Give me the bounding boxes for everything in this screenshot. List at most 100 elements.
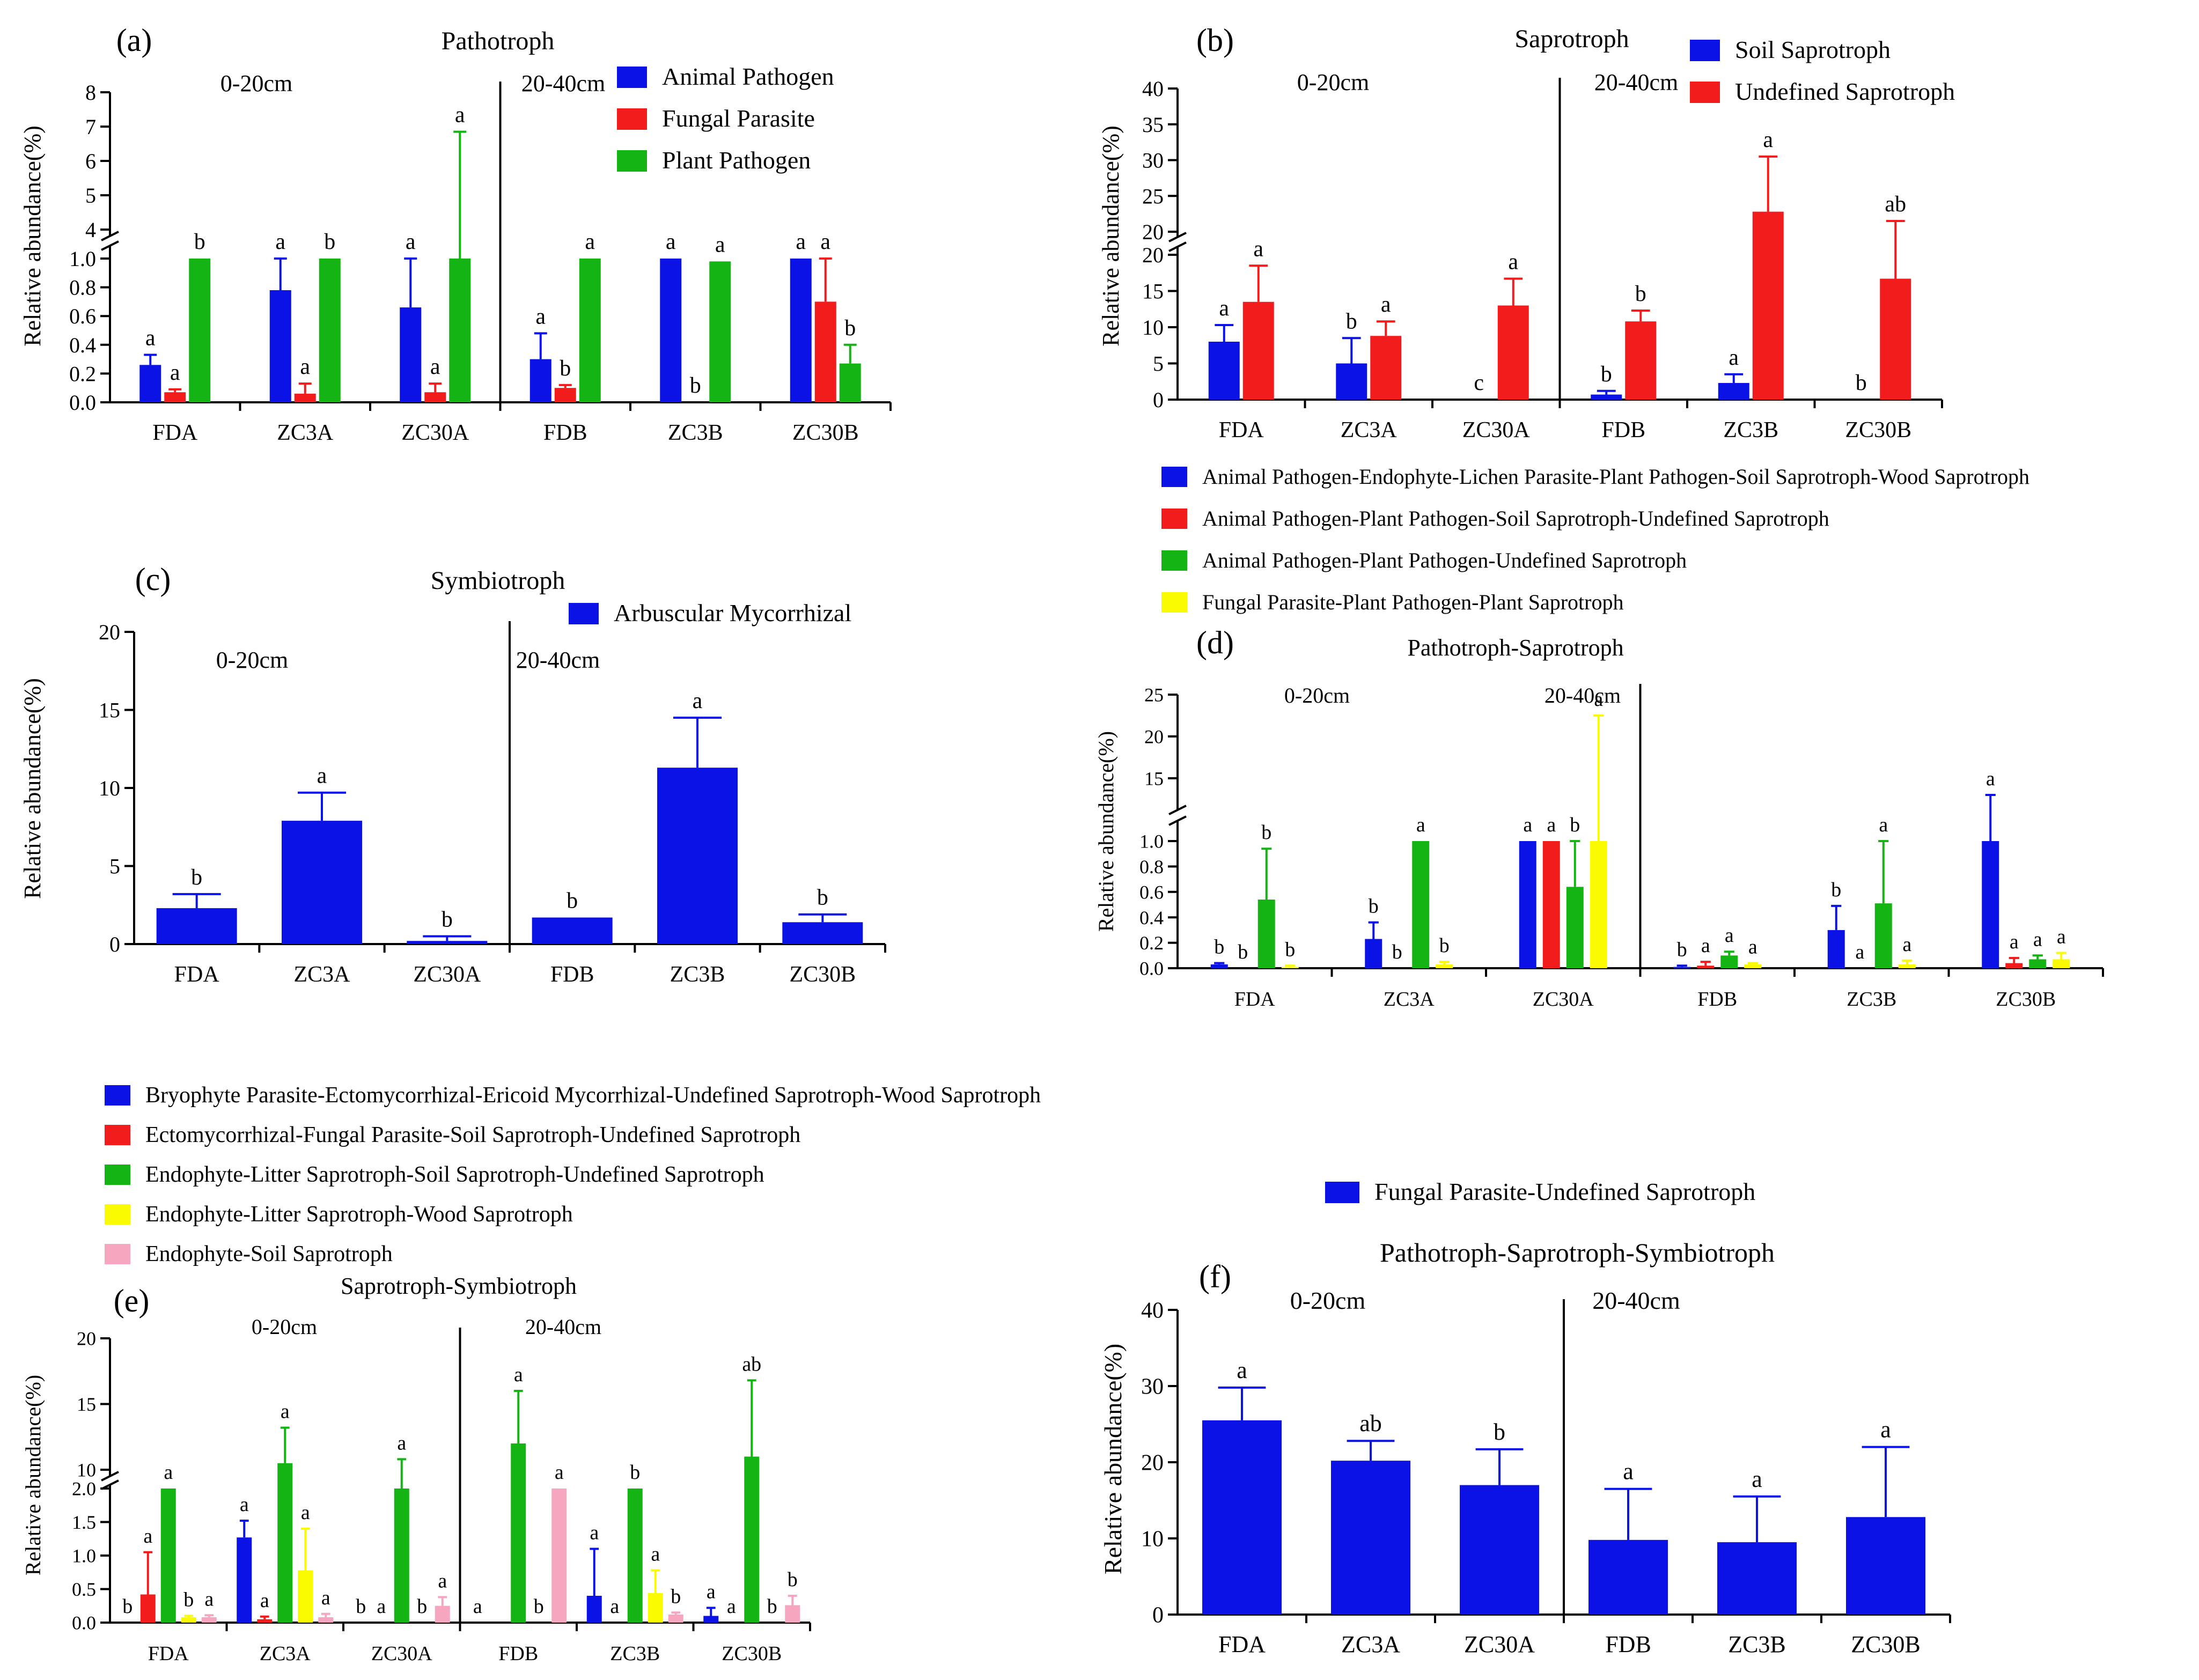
x-tick-label: FDA [1218, 1631, 1266, 1657]
bar [1898, 964, 1916, 968]
y-tick-label: 40 [1141, 1299, 1164, 1323]
bar [1412, 841, 1430, 968]
legend-swatch [1325, 1182, 1359, 1203]
significance-letter: b [1392, 941, 1402, 963]
legend-label: Endophyte-Litter Saprotroph-Wood Saprotr… [145, 1202, 573, 1227]
chart-panel-d: (d) Pathotroph-Saprotroph Relative abundan… [1094, 465, 2104, 1011]
y-tick-label: 0 [1153, 388, 1164, 412]
significance-letter: a [1986, 768, 1995, 790]
bar [1370, 336, 1402, 400]
legend-label: Ectomycorrhizal-Fungal Parasite-Soil Sap… [145, 1123, 800, 1147]
bars: a ab b a a a [1202, 1357, 1925, 1615]
chart-panel-f: (f) Pathotroph-Saprotroph-Symbiotroph Rela… [1099, 1178, 1951, 1657]
bar [2029, 959, 2047, 968]
chart-panel-b: (b) Saprotroph Relative abundance(%) 0 5 10 15… [1098, 23, 1955, 443]
axis-break-mark [1168, 241, 1187, 252]
significance-letter: ab [742, 1353, 761, 1375]
depth-label: 20-40cm [521, 70, 605, 97]
bar [709, 261, 731, 402]
bar [1542, 841, 1560, 968]
bar [2053, 959, 2070, 968]
significance-letter: a [204, 1588, 214, 1610]
significance-letter: b [567, 889, 578, 913]
legend-label: Animal Pathogen-Plant Pathogen-Undefined… [1202, 548, 1687, 572]
significance-letter: a [585, 230, 595, 254]
significance-letter: a [2010, 931, 2019, 953]
legend-label: Soil Saprotroph [1735, 36, 1891, 63]
axes: 0 10 20 30 40 FDA ZC3A ZC30A FDB ZC3B ZC30B [1141, 1299, 1951, 1657]
x-tick-label: ZC3A [1384, 988, 1435, 1011]
significance-letter: b [788, 1568, 798, 1591]
bar [703, 1616, 719, 1623]
legend: Soil Saprotroph Undefined Saprotroph [1690, 36, 1955, 105]
significance-letter: a [164, 1461, 173, 1484]
significance-letter: a [1237, 1357, 1247, 1383]
significance-letter: a [301, 1501, 310, 1524]
depth-label: 0-20cm [216, 647, 288, 673]
significance-letter: b [191, 865, 202, 890]
bar [657, 768, 738, 944]
x-tick-label: ZC30A [1464, 1631, 1535, 1657]
legend-swatch [105, 1244, 130, 1264]
depth-label: 0-20cm [1297, 69, 1369, 95]
axes: 0.0 0.2 0.4 0.6 0.8 1.0 15 20 25 FDA ZC3A ZC30A FDB Z… [1139, 684, 2104, 1011]
bar [1365, 939, 1382, 968]
bar [1331, 1461, 1410, 1615]
x-tick-label: ZC30B [792, 421, 859, 445]
bar [282, 821, 362, 944]
bar [1720, 955, 1738, 968]
significance-letter: a [275, 230, 285, 254]
x-tick-label: FDA [174, 962, 220, 987]
y-tick-label: 15 [1142, 279, 1164, 304]
legend-swatch [105, 1204, 130, 1225]
significance-letter: b [844, 316, 856, 341]
significance-letter: a [455, 103, 465, 128]
bar [140, 1594, 156, 1623]
significance-letter: a [707, 1581, 716, 1603]
chart-panel-a: (a) Pathotroph Relative abundance(%) 0.0 0.2… [19, 23, 892, 445]
significance-letter: a [397, 1432, 406, 1454]
significance-letter: a [693, 689, 703, 713]
bar [2005, 963, 2023, 968]
significance-letter: a [473, 1595, 482, 1618]
significance-letter: b [1261, 821, 1271, 844]
depth-label: 20-40cm [525, 1315, 601, 1339]
bar [790, 259, 812, 402]
y-tick-label: 0.0 [1139, 958, 1164, 979]
significance-letter: b [1285, 938, 1295, 961]
bar [1281, 967, 1299, 968]
axis-break-mark [101, 240, 119, 251]
significance-letter: b [1856, 371, 1867, 395]
bar [1718, 382, 1749, 400]
legend: Animal Pathogen Fungal Parasite Plant Path… [617, 63, 834, 174]
significance-letter: ab [1885, 192, 1906, 217]
significance-letter: a [1508, 250, 1518, 275]
x-tick-label: ZC30A [1462, 418, 1531, 443]
x-tick-label: FDB [550, 962, 594, 987]
y-tick-label: 40 [1142, 77, 1164, 101]
bar [782, 922, 863, 944]
significance-letter: a [1623, 1458, 1634, 1485]
bar [319, 259, 341, 402]
significance-letter: a [666, 230, 676, 254]
y-tick-label: 1.0 [69, 247, 96, 271]
bar [744, 1456, 760, 1623]
axis-break-mark [101, 1471, 119, 1482]
bar [1208, 342, 1240, 400]
bar [1336, 363, 1367, 400]
legend: Fungal Parasite-Undefined Saprotroph [1325, 1178, 1755, 1205]
bar [1210, 964, 1228, 968]
significance-letter: a [1879, 814, 1888, 836]
bar [1436, 964, 1453, 968]
chart-panel-e: (e) Saprotroph-Symbiotroph Relative abunda… [21, 1083, 1041, 1665]
bar [160, 1489, 176, 1623]
depth-label: 20-40cm [516, 647, 600, 673]
depth-label: 0-20cm [252, 1315, 317, 1339]
bar [839, 363, 861, 402]
significance-letter: a [170, 360, 180, 385]
significance-letter: a [1381, 292, 1391, 317]
y-tick-label: 1.5 [72, 1512, 96, 1533]
significance-letter: b [1369, 895, 1379, 918]
